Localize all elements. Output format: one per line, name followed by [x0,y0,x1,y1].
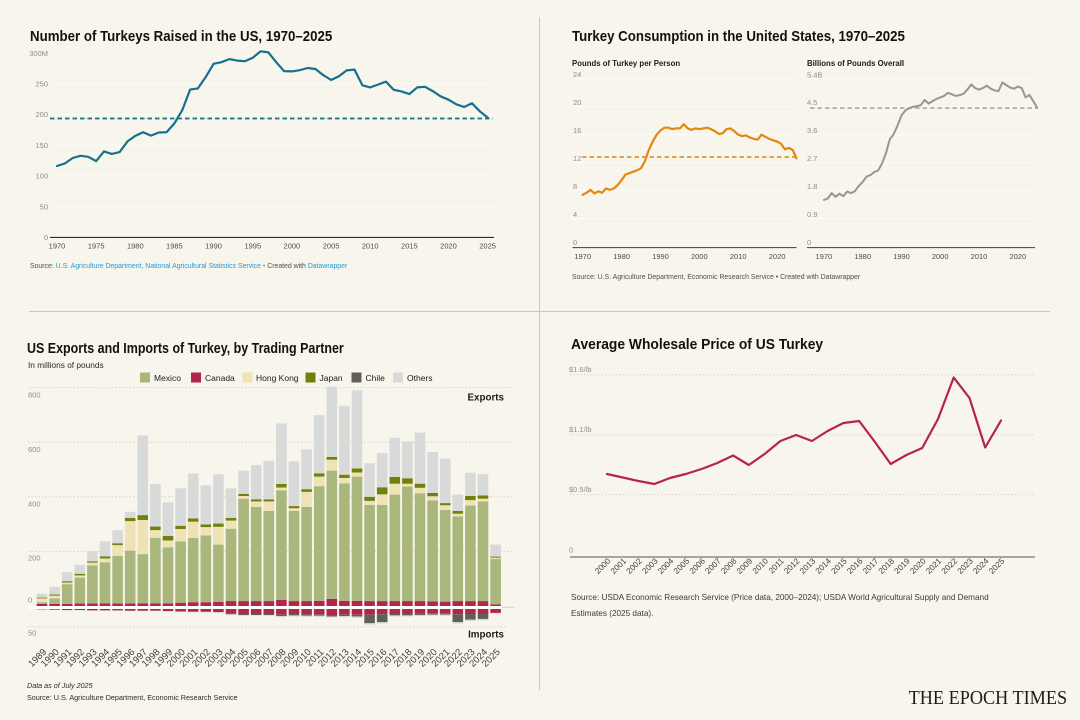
svg-text:2000: 2000 [284,242,301,251]
svg-text:Canada: Canada [205,373,235,383]
svg-text:5.4B: 5.4B [807,70,822,79]
svg-text:2006: 2006 [688,556,708,576]
svg-text:1980: 1980 [127,242,144,251]
svg-text:2021: 2021 [924,556,944,576]
svg-text:0: 0 [28,596,32,605]
svg-text:2002: 2002 [625,556,645,576]
svg-text:1980: 1980 [854,252,871,261]
svg-text:2000: 2000 [691,252,708,261]
svg-text:2000: 2000 [932,252,949,261]
svg-text:0: 0 [807,238,811,247]
svg-text:2000: 2000 [593,556,613,576]
svg-text:0: 0 [44,233,48,242]
svg-text:2014: 2014 [814,556,834,576]
svg-text:16: 16 [573,126,581,135]
svg-text:12: 12 [573,154,581,163]
svg-text:20: 20 [573,98,581,107]
svg-text:2025: 2025 [479,242,496,251]
svg-text:800: 800 [28,390,41,399]
svg-text:$1.1/lb: $1.1/lb [569,425,592,434]
svg-text:2023: 2023 [956,556,976,576]
svg-text:$0.5/lb: $0.5/lb [569,485,592,494]
svg-text:150: 150 [35,141,48,150]
svg-text:2012: 2012 [782,556,802,576]
svg-text:8: 8 [573,182,577,191]
svg-text:2008: 2008 [719,556,739,576]
svg-text:24: 24 [573,70,581,79]
svg-text:1970: 1970 [816,252,833,261]
svg-text:3.6: 3.6 [807,126,817,135]
svg-text:2016: 2016 [845,556,865,576]
svg-text:2009: 2009 [735,556,755,576]
svg-text:2024: 2024 [971,556,991,576]
svg-text:Japan: Japan [320,373,343,383]
svg-text:2020: 2020 [440,242,457,251]
svg-text:2020: 2020 [769,252,786,261]
svg-text:2015: 2015 [830,556,850,576]
svg-text:200: 200 [35,110,48,119]
svg-text:0.9: 0.9 [807,210,817,219]
svg-text:2.7: 2.7 [807,154,817,163]
svg-text:1975: 1975 [88,242,105,251]
svg-text:1985: 1985 [166,242,183,251]
svg-text:4.5: 4.5 [807,98,817,107]
svg-text:0: 0 [573,238,577,247]
svg-text:2017: 2017 [861,556,881,576]
svg-text:2005: 2005 [323,242,340,251]
svg-text:1995: 1995 [244,242,261,251]
svg-text:2013: 2013 [798,556,818,576]
svg-text:2020: 2020 [908,556,928,576]
svg-text:2015: 2015 [401,242,418,251]
svg-text:4: 4 [573,210,577,219]
svg-text:1990: 1990 [893,252,910,261]
svg-text:Exports: Exports [468,393,505,404]
svg-text:2010: 2010 [751,556,771,576]
svg-text:2019: 2019 [893,556,913,576]
svg-text:2010: 2010 [971,252,988,261]
svg-text:0: 0 [569,546,573,555]
svg-text:2010: 2010 [730,252,747,261]
svg-text:2020: 2020 [1009,252,1026,261]
svg-text:2025: 2025 [987,556,1007,576]
svg-text:50: 50 [28,629,36,638]
svg-text:2004: 2004 [656,556,676,576]
svg-text:1970: 1970 [574,252,591,261]
svg-text:2001: 2001 [609,556,629,576]
svg-text:Others: Others [407,373,433,383]
svg-text:Hong Kong: Hong Kong [256,373,299,383]
svg-text:1990: 1990 [205,242,222,251]
svg-text:2005: 2005 [672,556,692,576]
svg-text:1990: 1990 [652,252,669,261]
svg-text:400: 400 [28,500,41,509]
svg-text:1970: 1970 [49,242,66,251]
svg-text:2007: 2007 [703,556,723,576]
svg-text:2003: 2003 [640,556,660,576]
svg-text:50: 50 [40,202,48,211]
svg-text:Mexico: Mexico [154,373,181,383]
svg-text:Chile: Chile [366,373,386,383]
svg-text:2010: 2010 [362,242,379,251]
svg-text:250: 250 [35,80,48,89]
svg-text:2018: 2018 [877,556,897,576]
svg-text:600: 600 [28,445,41,454]
svg-text:$1.6/lb: $1.6/lb [569,365,592,374]
svg-text:100: 100 [35,172,48,181]
svg-text:200: 200 [28,554,41,563]
svg-text:300M: 300M [29,49,48,58]
svg-text:1.8: 1.8 [807,182,817,191]
svg-text:Imports: Imports [468,630,504,641]
svg-text:2011: 2011 [767,556,786,575]
svg-text:2022: 2022 [940,556,960,576]
svg-text:1980: 1980 [613,252,630,261]
